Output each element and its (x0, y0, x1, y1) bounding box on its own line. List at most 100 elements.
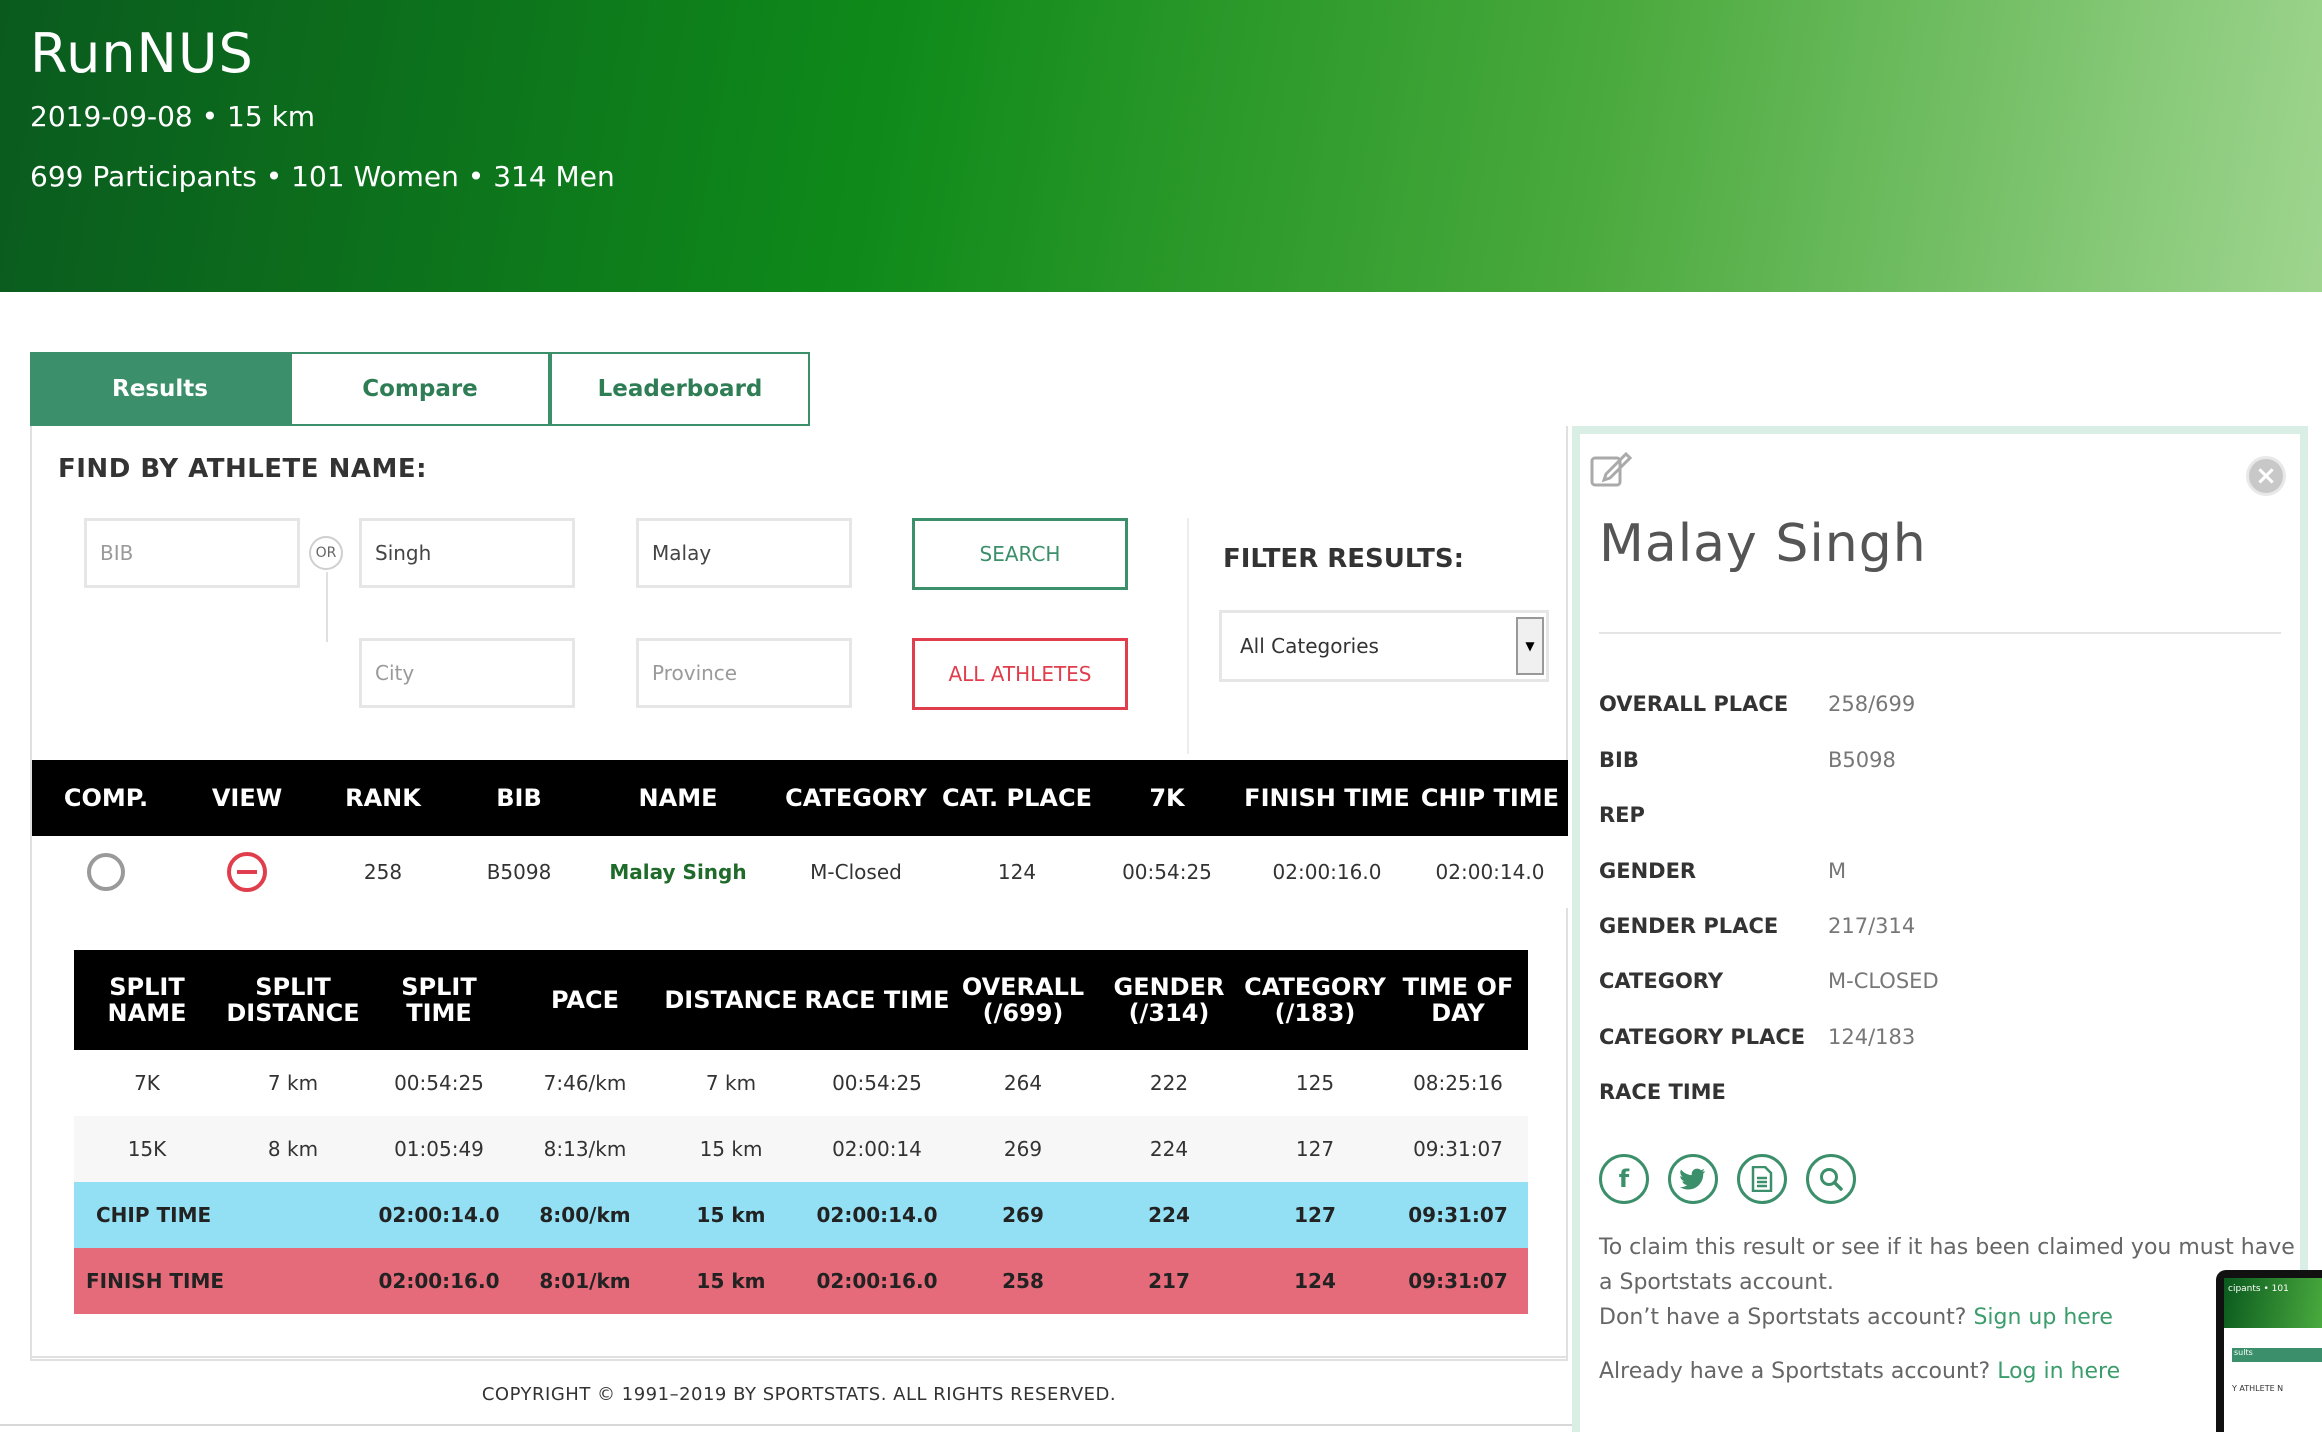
results-table-header: COMP. VIEW RANK BIB NAME CATEGORY CAT. P… (32, 760, 1568, 836)
bib-input[interactable]: BIB (84, 518, 300, 588)
login-line: Already have a Sportstats account? Log i… (1599, 1354, 2289, 1389)
athlete-name-heading: Malay Singh (1599, 514, 1927, 574)
view-toggle[interactable] (180, 836, 314, 908)
table-row[interactable]: 258 B5098 Malay Singh M-Closed 124 00:54… (32, 836, 1568, 908)
twitter-icon[interactable] (1668, 1154, 1718, 1204)
all-athletes-button[interactable]: ALL ATHLETES (912, 638, 1128, 710)
detail-label: BIB (1599, 748, 1639, 772)
col-time-of-day: TIME OF DAY (1402, 973, 1514, 1027)
login-link[interactable]: Log in here (1997, 1359, 2121, 1384)
split-cell: 15 km (696, 1203, 766, 1227)
col-view: VIEW (211, 784, 283, 812)
col-split-name: SPLIT NAME (107, 973, 187, 1027)
split-row-15k: 15K 8 km 01:05:49 8:13/km 15 km 02:00:14… (74, 1116, 1528, 1182)
split-cell: 258 (1002, 1269, 1044, 1293)
filter-divider (1187, 518, 1189, 754)
edit-icon[interactable] (1590, 450, 1632, 488)
split-cell: 127 (1294, 1203, 1336, 1227)
col-finish-time: FINISH TIME (1244, 784, 1410, 812)
athlete-name-link[interactable]: Malay Singh (609, 860, 747, 884)
city-input[interactable]: City (359, 638, 575, 708)
split-cell: 02:00:14.0 (816, 1203, 938, 1227)
detail-label: CATEGORY PLACE (1599, 1025, 1806, 1049)
split-cell: 02:00:16.0 (378, 1269, 500, 1293)
collapse-icon[interactable] (227, 852, 267, 892)
split-cell: 7 km (267, 1071, 319, 1095)
detail-value: 217/314 (1828, 914, 1916, 938)
chevron-down-icon[interactable]: ▼ (1516, 617, 1544, 675)
split-cell: 00:54:25 (394, 1071, 484, 1095)
split-cell: 02:00:16.0 (816, 1269, 938, 1293)
thumbnail-header: cipants • 101 (2224, 1278, 2322, 1328)
detail-label: GENDER (1599, 859, 1697, 883)
or-badge: OR (309, 536, 343, 570)
detail-value: 124/183 (1828, 1025, 1916, 1049)
split-row-chip-time: CHIP TIME 02:00:14.0 8:00/km 15 km 02:00… (74, 1182, 1528, 1248)
split-row-7k: 7K 7 km 00:54:25 7:46/km 7 km 00:54:25 2… (74, 1050, 1528, 1116)
search-button[interactable]: SEARCH (912, 518, 1128, 590)
col-chip-time: CHIP TIME (1420, 784, 1560, 812)
split-cell: 217 (1148, 1269, 1190, 1293)
split-cell: 02:00:14 (832, 1137, 922, 1161)
col-comp: COMP. (63, 784, 149, 812)
split-cell (220, 1182, 366, 1248)
col-race-time: RACE TIME (804, 986, 950, 1014)
split-cell: 02:00:14.0 (378, 1203, 500, 1227)
close-icon[interactable]: × (2246, 456, 2286, 496)
col-7k: 7K (1149, 784, 1185, 812)
cell-finish-time: 02:00:16.0 (1272, 860, 1382, 884)
split-cell: 09:31:07 (1408, 1269, 1508, 1293)
results-tabs: Results Compare Leaderboard (30, 352, 810, 426)
detail-label: CATEGORY (1599, 969, 1724, 993)
split-cell: 8:13/km (543, 1137, 627, 1161)
split-cell: 8:01/km (539, 1269, 631, 1293)
signup-link[interactable]: Sign up here (1973, 1305, 2113, 1330)
cell-category: M-Closed (810, 860, 902, 884)
detail-label: GENDER PLACE (1599, 914, 1779, 938)
split-cell (234, 1248, 366, 1314)
tab-leaderboard[interactable]: Leaderboard (550, 352, 810, 426)
cell-rank: 258 (363, 860, 403, 884)
cell-bib: B5098 (486, 860, 552, 884)
event-participants: 699 Participants • 101 Women • 314 Men (30, 160, 615, 193)
split-cell: 269 (1003, 1137, 1043, 1161)
thumbnail-text: Y ATHLETE N (2232, 1384, 2284, 1393)
col-split-time: SPLIT TIME (401, 973, 477, 1027)
split-cell: 127 (1295, 1137, 1335, 1161)
split-cell: 222 (1149, 1071, 1189, 1095)
last-name-input[interactable]: Singh (359, 518, 575, 588)
category-select[interactable]: All Categories ▼ (1219, 610, 1549, 682)
col-split-distance: SPLIT DISTANCE (226, 973, 360, 1027)
tab-compare[interactable]: Compare (290, 352, 550, 426)
split-cell: CHIP TIME (96, 1203, 212, 1227)
split-cell: 15 km (696, 1269, 766, 1293)
cell-chip-time: 02:00:14.0 (1435, 860, 1545, 884)
split-cell: 224 (1149, 1137, 1189, 1161)
search-icon[interactable] (1806, 1154, 1856, 1204)
split-cell: 7 km (705, 1071, 757, 1095)
split-cell: 7:46/km (543, 1071, 627, 1095)
tab-results[interactable]: Results (30, 352, 290, 426)
document-icon[interactable] (1737, 1154, 1787, 1204)
results-panel: FIND BY ATHLETE NAME: BIB OR Singh Malay… (30, 426, 1568, 1361)
first-name-input[interactable]: Malay (636, 518, 852, 588)
split-row-finish-time: FINISH TIME 02:00:16.0 8:01/km 15 km 02:… (74, 1248, 1528, 1314)
province-input[interactable]: Province (636, 638, 852, 708)
footer-divider (32, 1356, 1568, 1358)
copyright-text: COPYRIGHT © 1991–2019 BY SPORTSTATS. ALL… (481, 1384, 1117, 1405)
col-name: NAME (638, 784, 718, 812)
compare-radio[interactable] (32, 836, 180, 908)
claim-line-1: To claim this result or see if it has be… (1599, 1235, 2295, 1260)
detail-label: OVERALL PLACE (1599, 692, 1789, 716)
col-cat-place: CAT. PLACE (942, 784, 1092, 812)
screenshot-thumbnail[interactable]: cipants • 101 sults Y ATHLETE N (2216, 1270, 2322, 1432)
cell-7k: 00:54:25 (1122, 860, 1212, 884)
facebook-icon[interactable]: f (1599, 1154, 1649, 1204)
thumbnail-tab: sults (2232, 1348, 2322, 1362)
col-gender: GENDER (/314) (1113, 973, 1225, 1027)
find-by-athlete-title: FIND BY ATHLETE NAME: (58, 454, 427, 484)
claim-line-2: a Sportstats account. (1599, 1270, 1834, 1295)
claim-result-text: To claim this result or see if it has be… (1599, 1230, 2295, 1389)
detail-value: B5098 (1828, 748, 1896, 772)
col-distance: DISTANCE (664, 986, 798, 1014)
